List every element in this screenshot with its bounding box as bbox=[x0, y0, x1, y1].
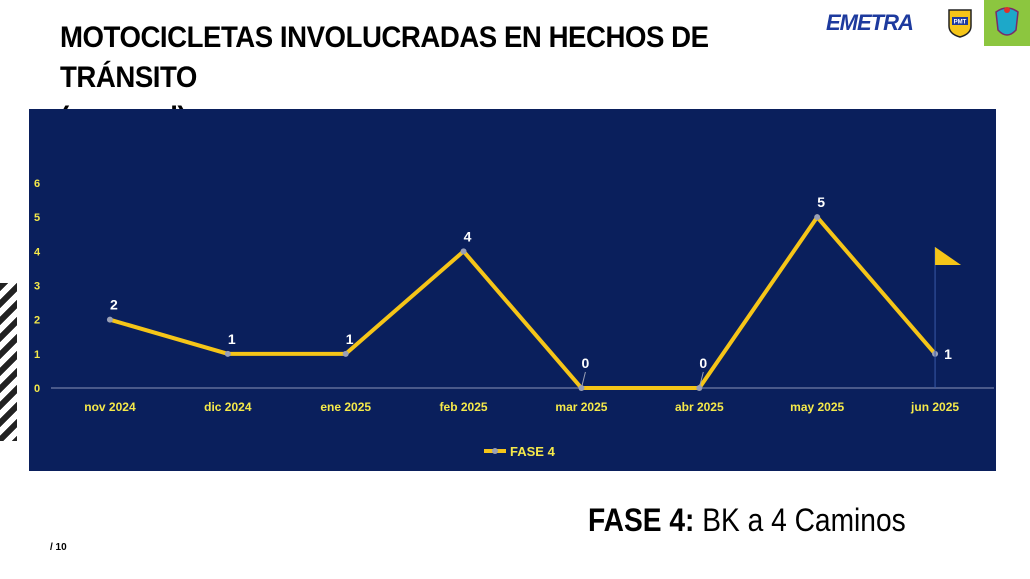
y-tick-label: 1 bbox=[34, 349, 40, 361]
data-point bbox=[460, 248, 467, 255]
x-tick-label: jun 2025 bbox=[910, 400, 959, 414]
data-label: 4 bbox=[464, 228, 472, 244]
data-label: 1 bbox=[944, 346, 952, 362]
data-label: 1 bbox=[346, 331, 354, 347]
pmt-logo-text: PMT bbox=[954, 20, 967, 26]
phase-caption: FASE 4: BK a 4 Caminos bbox=[588, 502, 906, 539]
phase-route: BK a 4 Caminos bbox=[702, 502, 906, 538]
x-tick-label: may 2025 bbox=[790, 400, 844, 414]
phase-label: FASE 4: bbox=[588, 502, 695, 538]
series-line bbox=[109, 213, 937, 390]
x-tick-label: ene 2025 bbox=[320, 400, 371, 414]
x-tick-label: mar 2025 bbox=[555, 400, 607, 414]
data-point bbox=[106, 316, 113, 323]
data-label: 1 bbox=[228, 331, 236, 347]
x-tick-label: dic 2024 bbox=[204, 400, 252, 414]
y-tick-label: 0 bbox=[34, 383, 40, 395]
pmt-logo-icon: PMT bbox=[946, 8, 974, 38]
page-number: / 10 bbox=[50, 542, 67, 553]
page-title: MOTOCICLETAS INVOLUCRADAS EN HECHOS DE T… bbox=[60, 18, 722, 138]
y-tick-label: 2 bbox=[34, 315, 40, 327]
legend-marker bbox=[492, 448, 498, 454]
decorative-stripes bbox=[0, 283, 17, 441]
data-label: 5 bbox=[817, 194, 825, 210]
data-label-leader bbox=[580, 371, 586, 389]
emetra-logo: EMETRA bbox=[826, 10, 914, 36]
y-tick-label: 5 bbox=[34, 212, 40, 224]
y-tick-label: 6 bbox=[34, 178, 40, 190]
x-tick-label: feb 2025 bbox=[440, 400, 488, 414]
data-label-leader bbox=[698, 371, 704, 389]
y-tick-label: 3 bbox=[34, 281, 40, 293]
line-chart: 0 1 2 3 4 5 6 nov 2024 dic 2024 ene 2025 feb 2025 m… bbox=[34, 178, 994, 459]
data-point bbox=[224, 350, 231, 357]
chart-panel: 0 1 2 3 4 5 6 nov 2024 dic 2024 ene 2025 feb 2025 m… bbox=[29, 109, 996, 471]
data-label: 0 bbox=[699, 355, 707, 371]
x-tick-label: abr 2025 bbox=[675, 400, 724, 414]
data-label: 0 bbox=[582, 355, 590, 371]
x-tick-label: nov 2024 bbox=[84, 400, 136, 414]
y-tick-label: 4 bbox=[34, 246, 41, 258]
data-point bbox=[342, 350, 349, 357]
flag-marker-icon bbox=[935, 247, 962, 265]
legend-label: FASE 4 bbox=[510, 444, 556, 459]
data-label: 2 bbox=[110, 297, 118, 313]
title-line-1: MOTOCICLETAS INVOLUCRADAS EN HECHOS DE T… bbox=[60, 21, 709, 94]
data-point bbox=[814, 214, 821, 221]
municipal-logo-icon bbox=[984, 0, 1030, 46]
emetra-logo-text: EMETRA bbox=[826, 10, 914, 35]
